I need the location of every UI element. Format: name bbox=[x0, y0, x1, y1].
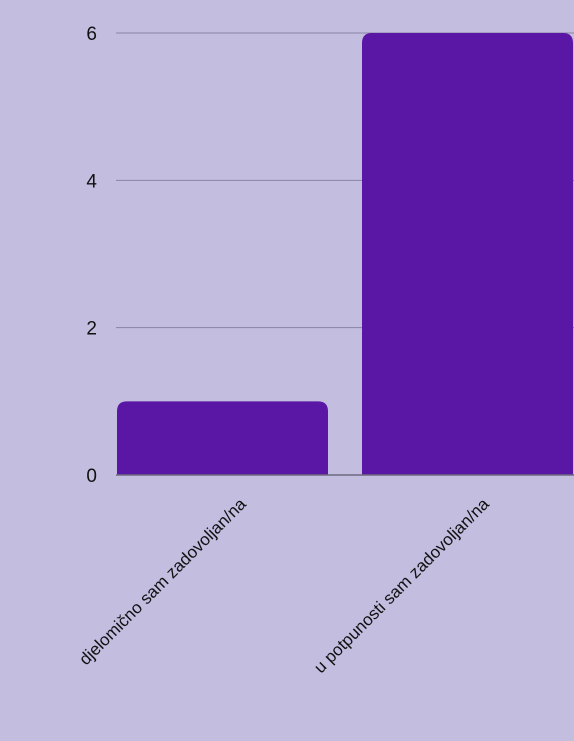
bar-1 bbox=[117, 401, 328, 475]
x-tick-label: djelomično sam zadovoljan/na bbox=[75, 494, 250, 669]
x-axis-tick-labels: djelomično sam zadovoljan/na u potpunosti… bbox=[75, 494, 493, 677]
y-tick-label: 6 bbox=[86, 24, 97, 45]
y-axis-ticks: 0 2 4 6 bbox=[86, 24, 97, 487]
y-tick-label: 4 bbox=[86, 171, 97, 192]
x-tick-label: u potpunosti sam zadovoljan/na bbox=[310, 494, 493, 677]
bars bbox=[117, 33, 573, 475]
y-tick-label: 2 bbox=[86, 319, 97, 340]
y-tick-label: 0 bbox=[86, 466, 97, 487]
bar-2 bbox=[362, 33, 573, 475]
